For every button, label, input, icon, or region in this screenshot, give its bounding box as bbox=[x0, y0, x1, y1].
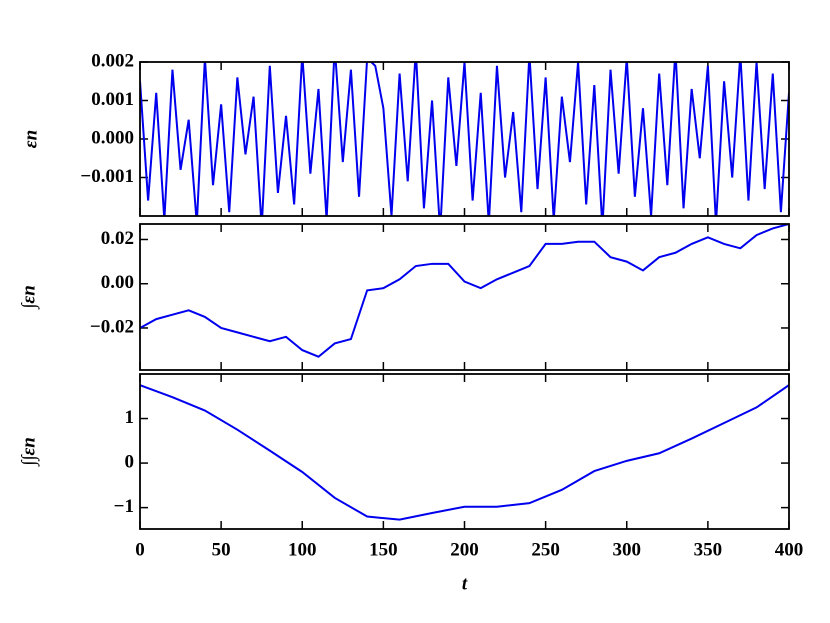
y-tick-label: −1 bbox=[114, 496, 134, 517]
y-axis-label: ∫εn bbox=[18, 285, 40, 310]
y-tick-label: 0 bbox=[125, 451, 135, 472]
x-tick-label: 300 bbox=[613, 539, 642, 560]
y-tick-label: −0.001 bbox=[80, 166, 134, 187]
x-tick-label: 100 bbox=[288, 539, 317, 560]
x-tick-label: 0 bbox=[135, 539, 145, 560]
y-tick-label: 1 bbox=[125, 407, 135, 428]
x-axis-label: t bbox=[462, 573, 468, 594]
y-tick-label: 0.00 bbox=[101, 272, 134, 293]
axes-frame bbox=[139, 223, 790, 371]
y-axis-label: εn bbox=[20, 130, 41, 148]
x-tick-label: 150 bbox=[369, 539, 398, 560]
data-line bbox=[140, 224, 789, 358]
y-axis-label: ∫∫εn bbox=[18, 437, 40, 467]
x-tick-label: 50 bbox=[212, 539, 231, 560]
y-tick-label: 0.002 bbox=[91, 50, 134, 71]
y-tick-label: 0.000 bbox=[91, 127, 134, 148]
x-tick-label: 350 bbox=[694, 539, 723, 560]
x-tick-label: 250 bbox=[531, 539, 560, 560]
x-tick-label: 400 bbox=[775, 539, 804, 560]
y-tick-label: −0.02 bbox=[90, 316, 134, 337]
y-tick-label: 0.001 bbox=[91, 89, 134, 110]
axes-frame bbox=[139, 373, 790, 530]
y-tick-label: 0.02 bbox=[101, 228, 134, 249]
data-line bbox=[140, 384, 789, 521]
axes-frame bbox=[139, 61, 790, 217]
data-line bbox=[140, 62, 789, 216]
x-tick-label: 200 bbox=[450, 539, 479, 560]
